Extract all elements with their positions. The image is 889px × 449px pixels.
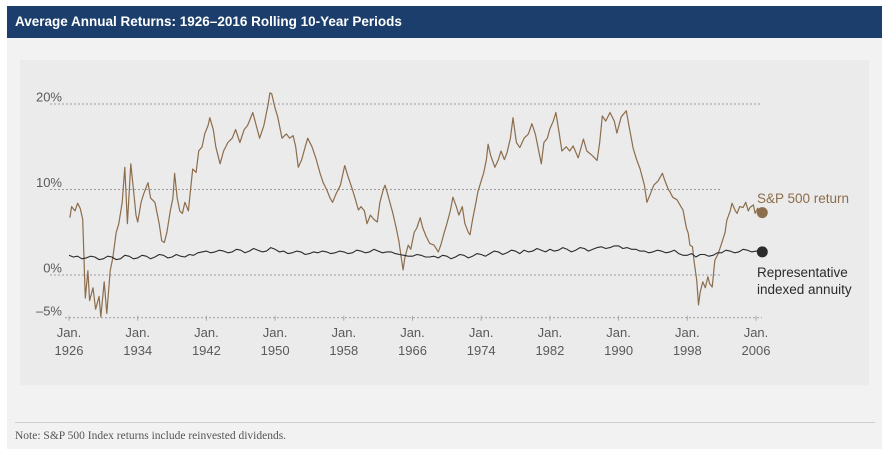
legend-label-annuity-line2: indexed annuity xyxy=(757,282,852,297)
series-line-sp500 xyxy=(69,92,761,318)
series-lines xyxy=(68,92,761,318)
x-tick-label-month: Jan. xyxy=(606,325,631,340)
x-tick-label-year: 1934 xyxy=(123,343,152,358)
x-tick-label-month: Jan. xyxy=(538,325,563,340)
x-tick-label-month: Jan. xyxy=(675,325,700,340)
chart-title: Average Annual Returns: 1926–2016 Rollin… xyxy=(15,14,402,29)
x-tick-label-year: 1950 xyxy=(261,343,290,358)
x-tick-label-year: 1926 xyxy=(55,343,84,358)
y-axis-labels: 20% 10% 0% –5% xyxy=(36,90,62,319)
legend: S&P 500 return Representative indexed an… xyxy=(757,191,852,297)
x-tick-label-month: Jan. xyxy=(194,325,219,340)
x-axis-labels: Jan. 1926 Jan. 1934 Jan. 1942 Jan. 1950 Jan. 1958… xyxy=(55,325,771,358)
x-tick-label-month: Jan. xyxy=(263,325,288,340)
x-tick-label-year: 1942 xyxy=(192,343,221,358)
x-tick-label-month: Jan. xyxy=(469,325,494,340)
legend-label-sp500: S&P 500 return xyxy=(757,191,849,206)
footnote: Note: S&P 500 Index returns include rein… xyxy=(15,430,287,442)
y-tick-label: 20% xyxy=(36,90,62,105)
x-tick-label-year: 1990 xyxy=(604,343,633,358)
gridlines xyxy=(50,103,762,319)
end-marker-sp500 xyxy=(756,207,768,219)
x-tick-label-year: 1974 xyxy=(467,343,496,358)
x-tick-label-month: Jan. xyxy=(57,325,82,340)
x-tick-label-year: 2006 xyxy=(742,343,771,358)
end-marker-annuity xyxy=(756,246,768,258)
header-bar: Average Annual Returns: 1926–2016 Rollin… xyxy=(7,6,882,38)
x-axis-ticks xyxy=(68,315,757,321)
x-tick-label-month: Jan. xyxy=(125,325,150,340)
x-tick-label-year: 1958 xyxy=(329,343,358,358)
x-tick-label-month: Jan. xyxy=(332,325,357,340)
series-line-annuity xyxy=(68,245,761,261)
plot-area xyxy=(20,60,869,385)
x-tick-label-year: 1998 xyxy=(673,343,702,358)
x-tick-label-month: Jan. xyxy=(744,325,769,340)
series-end-markers xyxy=(756,207,768,258)
legend-label-annuity-line1: Representative xyxy=(757,265,848,280)
y-tick-label: –5% xyxy=(36,303,62,318)
footer-divider xyxy=(15,422,875,423)
x-tick-label-year: 1966 xyxy=(398,343,427,358)
y-tick-label: 10% xyxy=(36,175,62,190)
y-tick-label: 0% xyxy=(43,261,62,276)
x-tick-label-year: 1982 xyxy=(535,343,564,358)
x-tick-label-month: Jan. xyxy=(400,325,425,340)
